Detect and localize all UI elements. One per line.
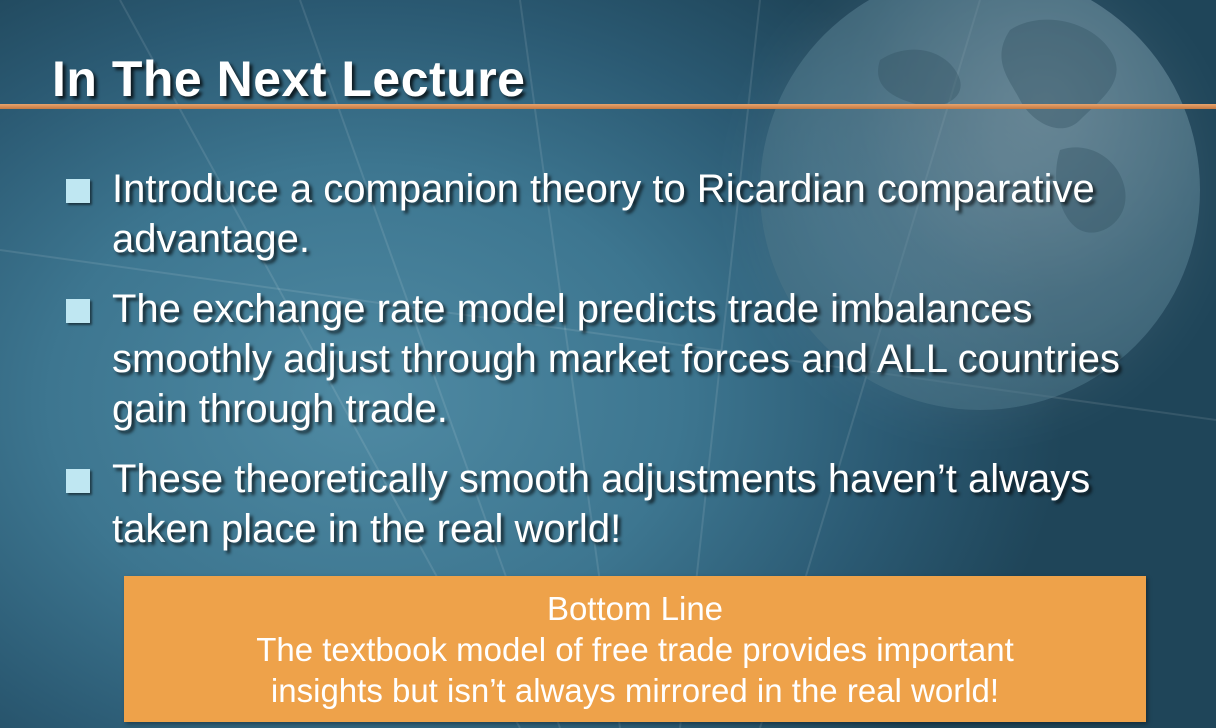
bullet-item: The exchange rate model predicts trade i… (66, 284, 1176, 434)
bullet-list: Introduce a companion theory to Ricardia… (66, 164, 1176, 574)
title-divider (0, 104, 1216, 109)
square-bullet-icon (66, 179, 90, 203)
bullet-item: Introduce a companion theory to Ricardia… (66, 164, 1176, 264)
bullet-text: These theoretically smooth adjustments h… (112, 457, 1091, 551)
bullet-text: The exchange rate model predicts trade i… (112, 287, 1120, 431)
square-bullet-icon (66, 299, 90, 323)
globe-decoration (760, 0, 1200, 410)
bullet-item: These theoretically smooth adjustments h… (66, 454, 1176, 554)
square-bullet-icon (66, 469, 90, 493)
bottom-line-callout: Bottom Line The textbook model of free t… (124, 576, 1146, 722)
callout-heading: Bottom Line (546, 590, 724, 627)
callout-text-line-1: The textbook model of free trade provide… (256, 631, 1014, 668)
slide-title: In The Next Lecture (52, 51, 526, 107)
globe-continents (878, 19, 1126, 233)
callout-text-line-2: insights but isn’t always mirrored in th… (270, 672, 1000, 709)
bullet-text: Introduce a companion theory to Ricardia… (112, 167, 1095, 261)
